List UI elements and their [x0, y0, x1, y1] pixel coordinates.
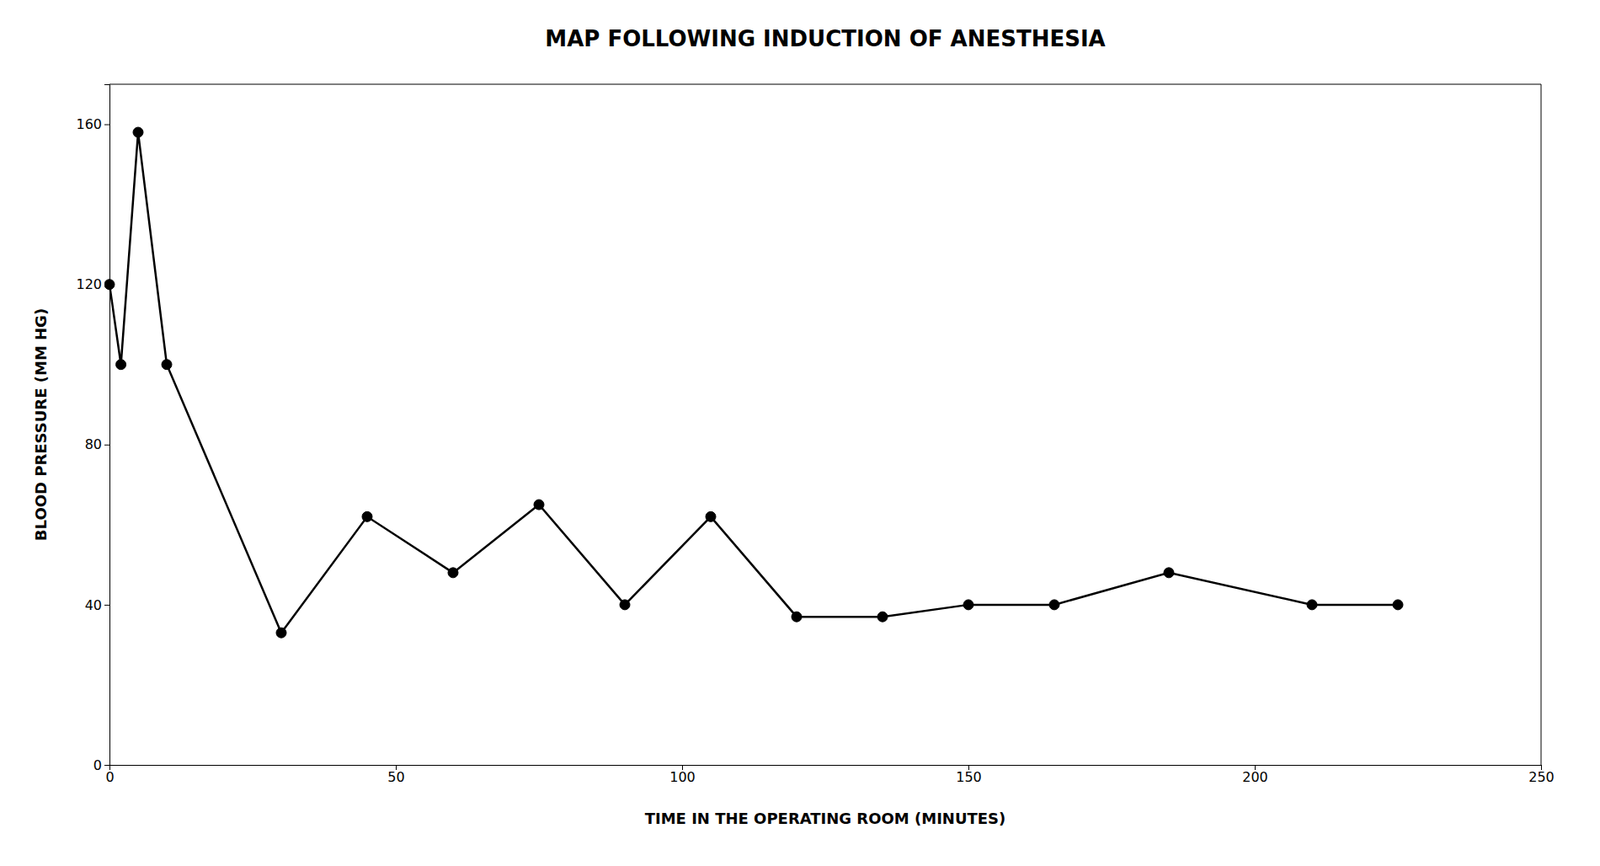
point	[1306, 599, 1318, 610]
x-axis-title: TIME IN THE OPERATING ROOM (MINUTES)	[645, 809, 1007, 827]
axis-line	[104, 85, 111, 766]
tick-label: 120	[75, 276, 102, 293]
point	[1163, 567, 1174, 578]
point	[877, 611, 888, 622]
tick-mark	[104, 444, 110, 446]
point	[104, 279, 115, 290]
tick: 50	[387, 764, 405, 785]
tick-label: 50	[387, 768, 405, 785]
point	[1392, 599, 1403, 610]
tick: 0	[105, 764, 114, 785]
tick-mark	[104, 124, 110, 126]
frame	[109, 84, 1542, 86]
frame	[1541, 84, 1542, 765]
point	[116, 359, 127, 370]
tick: 80	[85, 436, 110, 453]
series	[104, 127, 1403, 638]
point	[276, 627, 287, 638]
point	[161, 359, 172, 370]
tick-label: 80	[85, 436, 102, 453]
point	[533, 499, 544, 510]
point	[448, 567, 459, 578]
tick-label: 0	[105, 768, 114, 785]
chart: 0 50 100 150 200 250 0 40 80 120 160 MAP FOLLOWING …	[0, 0, 1600, 866]
tick: 200	[1242, 764, 1269, 785]
plot-area: 0 50 100 150 200 250 0 40 80 120 160	[75, 84, 1554, 785]
point	[619, 599, 630, 610]
tick-label: 100	[669, 768, 696, 785]
tick-label: 160	[75, 116, 102, 133]
y-axis: 0 40 80 120 160	[75, 85, 110, 774]
tick-label: 150	[955, 768, 982, 785]
tick: 100	[669, 764, 696, 785]
tick: 160	[75, 116, 110, 133]
point	[1049, 599, 1060, 610]
tick: 0	[93, 757, 110, 774]
tick-label: 0	[93, 757, 102, 774]
tick-mark	[104, 764, 110, 766]
tick: 150	[955, 764, 982, 785]
point	[705, 511, 716, 522]
point	[133, 127, 144, 138]
tick-label: 40	[85, 597, 102, 614]
tick-label: 250	[1528, 768, 1555, 785]
axis-line	[110, 765, 1542, 771]
tick: 250	[1528, 764, 1555, 785]
tick-mark	[104, 604, 110, 606]
line	[109, 132, 1398, 633]
point	[963, 599, 974, 610]
point	[362, 511, 373, 522]
point	[791, 611, 802, 622]
tick: 40	[85, 597, 110, 614]
tick-label: 200	[1242, 768, 1269, 785]
x-axis: 0 50 100 150 200 250	[105, 764, 1554, 785]
y-axis-title: BLOOD PRESSURE (MM HG)	[32, 308, 50, 541]
title: MAP FOLLOWING INDUCTION OF ANESTHESIA	[544, 26, 1105, 52]
